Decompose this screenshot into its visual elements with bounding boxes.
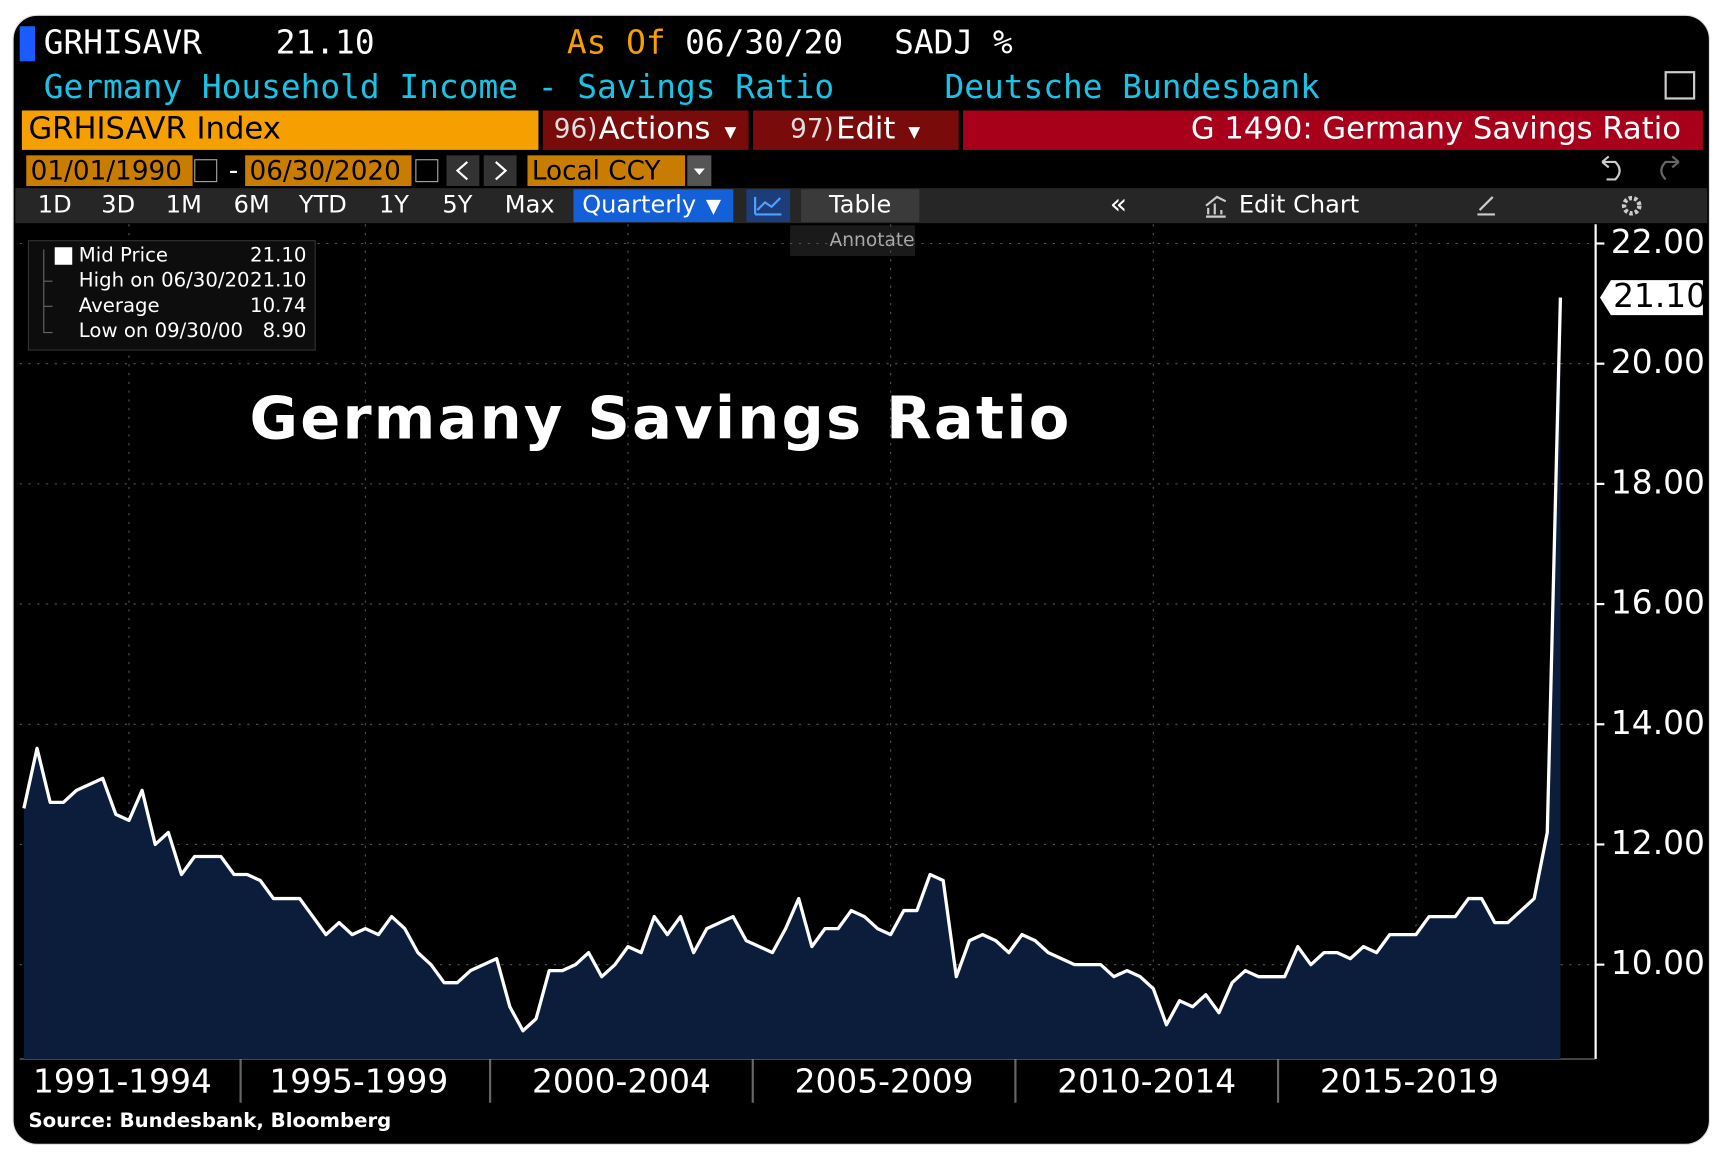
- x-tick-label: 2000-2004: [532, 1063, 711, 1101]
- period-button[interactable]: 1D: [38, 191, 72, 219]
- as-of-date: 06/30/20: [685, 23, 843, 61]
- edit-label: Edit: [836, 112, 895, 147]
- legend-box: [27, 240, 316, 351]
- start-date: 01/01/1990: [31, 156, 182, 186]
- x-tick-label: 2010-2014: [1057, 1063, 1236, 1101]
- end-date: 06/30/2020: [250, 156, 401, 186]
- description: Germany Household Income - Savings Ratio: [44, 68, 834, 106]
- edit-chart[interactable]: Edit Chart: [1239, 191, 1359, 219]
- y-tick-label: 22.00: [1611, 223, 1705, 261]
- settings-icon[interactable]: [1621, 195, 1642, 216]
- ticker: GRHISAVR: [44, 23, 202, 61]
- currency: Local CCY: [532, 156, 662, 186]
- legend-value: 21.10: [250, 244, 306, 267]
- period-button[interactable]: 1Y: [379, 191, 409, 219]
- period-button[interactable]: 6M: [234, 191, 270, 219]
- legend-value: 21.10: [250, 269, 306, 292]
- security: GRHISAVR Index: [28, 112, 280, 147]
- date-separator: -: [229, 156, 238, 186]
- calendar-icon[interactable]: [194, 159, 218, 183]
- popout-icon[interactable]: [1664, 71, 1696, 100]
- price: 21.10: [276, 23, 375, 61]
- currency-box[interactable]: [527, 155, 686, 186]
- table-button[interactable]: [801, 189, 920, 223]
- legend-value: 10.74: [250, 294, 306, 317]
- start-date-box[interactable]: [26, 155, 193, 186]
- legend-tree: [43, 249, 53, 334]
- y-tick-label: 10.00: [1611, 944, 1705, 982]
- adjustment: SADJ %: [894, 23, 1013, 61]
- next-button[interactable]: [483, 155, 517, 186]
- line: [22, 297, 1563, 1033]
- y-tick-label: 12.00: [1611, 824, 1705, 862]
- last-value-tag: [1599, 280, 1703, 316]
- actions-label: Actions: [599, 112, 711, 147]
- period-button[interactable]: 1M: [166, 191, 202, 219]
- last-value-label: 21.10: [1613, 277, 1707, 315]
- redo-icon[interactable]: [1660, 155, 1680, 181]
- legend-label: High on 06/30/20: [79, 269, 250, 292]
- legend-swatch: [54, 247, 73, 265]
- next-arrow: [495, 161, 508, 181]
- period-buttons: 1D 3D 1M 6M YTD 1Y 5Y Max: [38, 191, 555, 219]
- undo-icon[interactable]: [1601, 155, 1621, 181]
- edit-button[interactable]: [752, 110, 959, 150]
- chart-type-icon: [754, 196, 782, 216]
- legend-label: Average: [79, 294, 160, 317]
- calendar-icon[interactable]: [415, 159, 439, 183]
- page-title-box: [963, 110, 1703, 150]
- period-button[interactable]: 3D: [101, 191, 135, 219]
- prev-button[interactable]: [446, 155, 480, 186]
- page-title: G 1490: Germany Savings Ratio: [1191, 112, 1681, 147]
- x-tick-label: 1995-1999: [269, 1063, 448, 1101]
- frequency: Quarterly: [582, 191, 696, 219]
- y-tick-label: 14.00: [1611, 704, 1705, 742]
- frequency-caret: ▼: [706, 194, 722, 217]
- edit-caret: ▼: [908, 123, 920, 141]
- frequency-box[interactable]: [573, 189, 734, 223]
- y-tick-label: 20.00: [1611, 343, 1705, 381]
- x-tick-label: 1991-1994: [33, 1063, 212, 1101]
- actions-number: 96): [554, 115, 598, 145]
- period-button[interactable]: YTD: [298, 191, 347, 219]
- end-date-box[interactable]: [245, 155, 412, 186]
- x-tick-label: 2005-2009: [795, 1063, 974, 1101]
- plot-area: 10.00 12.00 14.00 16.00 18.00 20.00 22.00 1991-…: [19, 223, 1707, 1103]
- legend-value: 8.90: [263, 319, 307, 342]
- pencil-icon[interactable]: [1477, 196, 1495, 216]
- annotate: Annotate: [830, 230, 915, 251]
- terminal-panel: [12, 14, 1710, 1145]
- actions-button[interactable]: [542, 110, 749, 150]
- edit-chart-icon: [1205, 195, 1227, 218]
- collapse-icon[interactable]: «: [1110, 188, 1127, 221]
- legend-label: Low on 09/30/00: [79, 319, 243, 342]
- as-of-label: As Of: [567, 23, 666, 61]
- actions-caret: ▼: [724, 123, 736, 141]
- ticker-marker: [19, 26, 36, 62]
- security-box[interactable]: [21, 110, 539, 150]
- x-tick-label: 2015-2019: [1320, 1063, 1499, 1101]
- table-label: Table: [828, 191, 891, 219]
- source: Source: Bundesbank, Bloomberg: [28, 1109, 391, 1132]
- y-tick-label: 16.00: [1611, 584, 1705, 622]
- period-button[interactable]: 5Y: [442, 191, 472, 219]
- annotate-box[interactable]: [790, 225, 915, 256]
- area: [23, 297, 1561, 1060]
- legend-series-name: Mid Price: [79, 244, 168, 267]
- prev-arrow: [455, 161, 469, 181]
- edit-number: 97): [790, 115, 834, 145]
- source-name: Deutsche Bundesbank: [944, 68, 1320, 106]
- dropdown-caret: [693, 168, 705, 176]
- chart-title: Germany Savings Ratio: [250, 383, 1072, 452]
- y-tick-label: 18.00: [1611, 463, 1705, 501]
- period-button[interactable]: Max: [505, 191, 555, 219]
